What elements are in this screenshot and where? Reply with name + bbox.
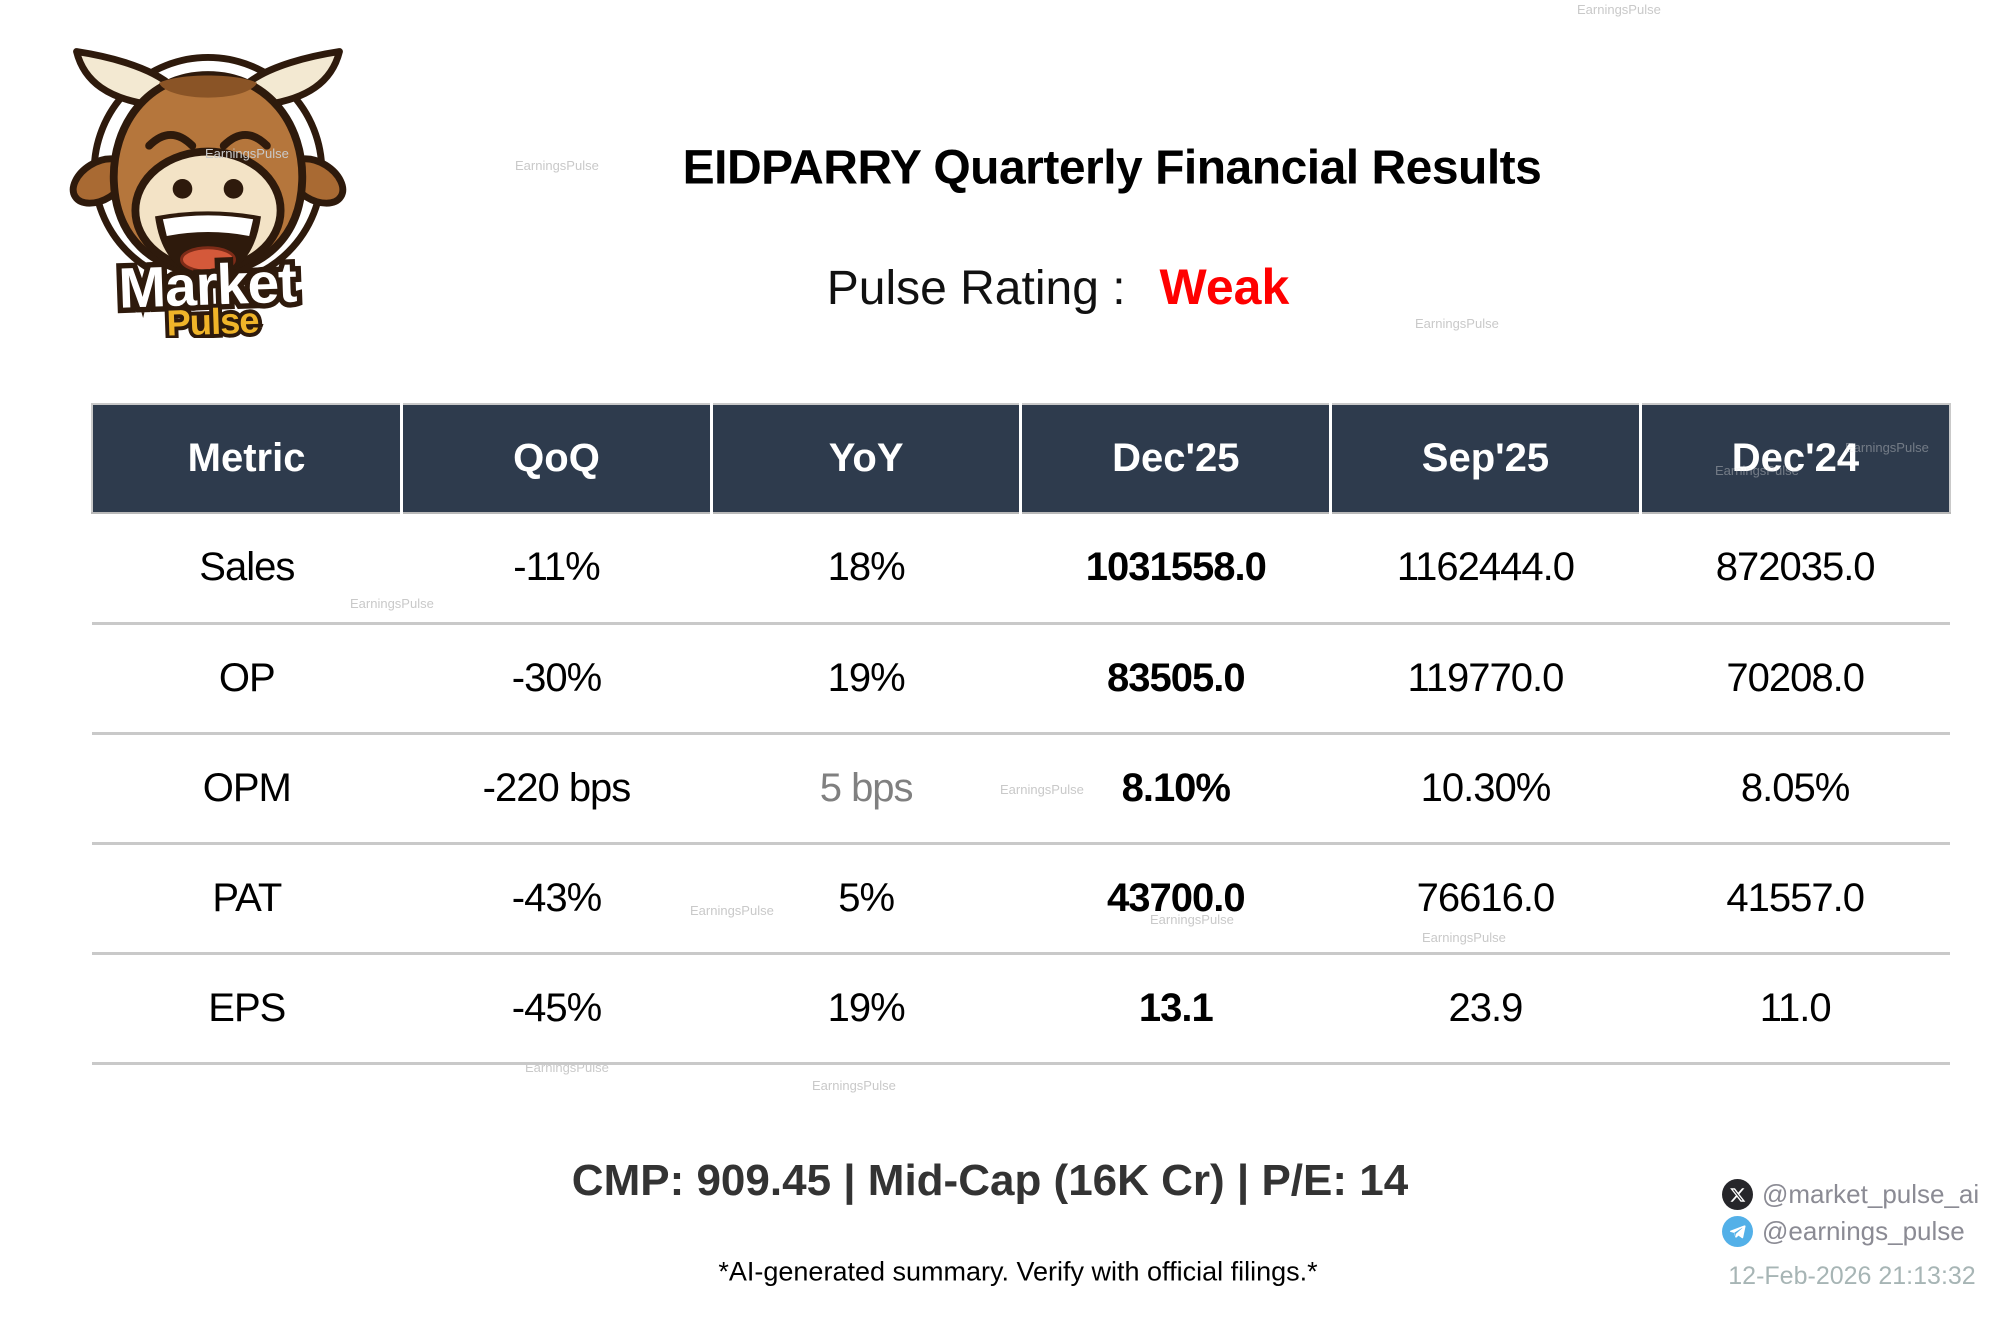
qoq-value: -220 bps [401, 733, 712, 845]
x-handle-row: @market_pulse_ai [1722, 1178, 1979, 1211]
x-twitter-icon [1722, 1179, 1753, 1210]
metric-label: PAT [92, 843, 402, 955]
ai-disclaimer: *AI-generated summary. Verify with offic… [718, 1256, 1318, 1287]
dec24-value: 872035.0 [1640, 513, 1950, 625]
watermark: EarningsPulse [515, 158, 599, 173]
quarterly-results-table: Metric QoQ YoY Dec'25 Sep'25 Dec'24 Sale… [91, 403, 1951, 1065]
watermark: EarningsPulse [1150, 912, 1234, 927]
dec24-value: 70208.0 [1640, 623, 1950, 735]
column-header-yoy: YoY [709, 403, 1021, 514]
watermark: EarningsPulse [1845, 440, 1929, 455]
sep25-value: 119770.0 [1330, 623, 1641, 735]
sep25-value: 23.9 [1330, 953, 1641, 1065]
yoy-value: 18% [711, 513, 1021, 625]
table-row-eps: EPS -45% 19% 13.1 23.9 11.0 [92, 953, 1950, 1065]
sep25-value: 10.30% [1330, 733, 1641, 845]
telegram-handle: @earnings_pulse [1762, 1216, 1965, 1246]
dec25-value: 8.10% [1020, 733, 1331, 845]
pulse-rating-label: Pulse Rating : [826, 262, 1126, 315]
generated-timestamp: 12-Feb-2026 21:13:32 [1728, 1262, 1976, 1290]
column-header-metric: Metric [91, 403, 402, 514]
social-handles: @market_pulse_ai @earnings_pulse [1722, 1178, 1979, 1248]
watermark: EarningsPulse [1715, 463, 1799, 478]
logo-brand-bottom: Pulse [166, 299, 259, 338]
x-handle: @market_pulse_ai [1762, 1179, 1980, 1209]
sep25-value: 1162444.0 [1330, 513, 1641, 625]
dec24-value: 8.05% [1640, 733, 1950, 845]
column-header-dec25: Dec'25 [1019, 403, 1331, 514]
watermark: EarningsPulse [525, 1060, 609, 1075]
table-row-pat: PAT -43% 5% 43700.0 76616.0 41557.0 [92, 843, 1950, 955]
bull-mascot-icon: Market Pulse [69, 48, 347, 348]
telegram-handle-row: @earnings_pulse [1722, 1215, 1979, 1248]
telegram-icon [1722, 1216, 1753, 1247]
watermark: EarningsPulse [350, 596, 434, 611]
metric-label: OPM [92, 733, 402, 845]
column-header-qoq: QoQ [400, 403, 712, 514]
watermark: EarningsPulse [1422, 930, 1506, 945]
pulse-rating-value: Weak [1159, 259, 1290, 315]
watermark: EarningsPulse [812, 1078, 896, 1093]
metric-label: OP [92, 623, 402, 735]
metric-label: EPS [92, 953, 402, 1065]
watermark: EarningsPulse [205, 146, 289, 161]
pulse-rating: Pulse Rating : Weak [827, 258, 1290, 316]
dec25-value: 43700.0 [1020, 843, 1331, 955]
logo-brand-top: Market [118, 251, 299, 321]
sep25-value: 76616.0 [1330, 843, 1641, 955]
qoq-value: -30% [401, 623, 712, 735]
dec25-value: 1031558.0 [1020, 513, 1331, 625]
qoq-value: -43% [401, 843, 712, 955]
column-header-dec24: Dec'24 [1638, 403, 1951, 514]
column-header-sep25: Sep'25 [1329, 403, 1641, 514]
table-row-op: OP -30% 19% 83505.0 119770.0 70208.0 [92, 623, 1950, 735]
dec25-value: 83505.0 [1020, 623, 1331, 735]
yoy-value: 5 bps [711, 733, 1021, 845]
watermark: EarningsPulse [1415, 316, 1499, 331]
dec24-value: 11.0 [1640, 953, 1950, 1065]
market-pulse-logo: Market Pulse [50, 26, 366, 348]
metric-label: Sales [92, 513, 402, 625]
watermark: EarningsPulse [1000, 782, 1084, 797]
cmp-summary: CMP: 909.45 | Mid-Cap (16K Cr) | P/E: 14 [571, 1156, 1409, 1205]
page-title: EIDPARRY Quarterly Financial Results [682, 141, 1542, 195]
watermark: EarningsPulse [1577, 2, 1661, 17]
table-row-sales: Sales -11% 18% 1031558.0 1162444.0 87203… [92, 513, 1950, 625]
yoy-value: 19% [711, 623, 1021, 735]
table-row-opm: OPM -220 bps 5 bps 8.10% 10.30% 8.05% [92, 733, 1950, 845]
yoy-value: 5% [711, 843, 1021, 955]
watermark: EarningsPulse [690, 903, 774, 918]
yoy-value: 19% [711, 953, 1021, 1065]
dec25-value: 13.1 [1020, 953, 1331, 1065]
table-header-row: Metric QoQ YoY Dec'25 Sep'25 Dec'24 [91, 403, 1951, 514]
dec24-value: 41557.0 [1640, 843, 1950, 955]
qoq-value: -11% [401, 513, 712, 625]
qoq-value: -45% [401, 953, 712, 1065]
